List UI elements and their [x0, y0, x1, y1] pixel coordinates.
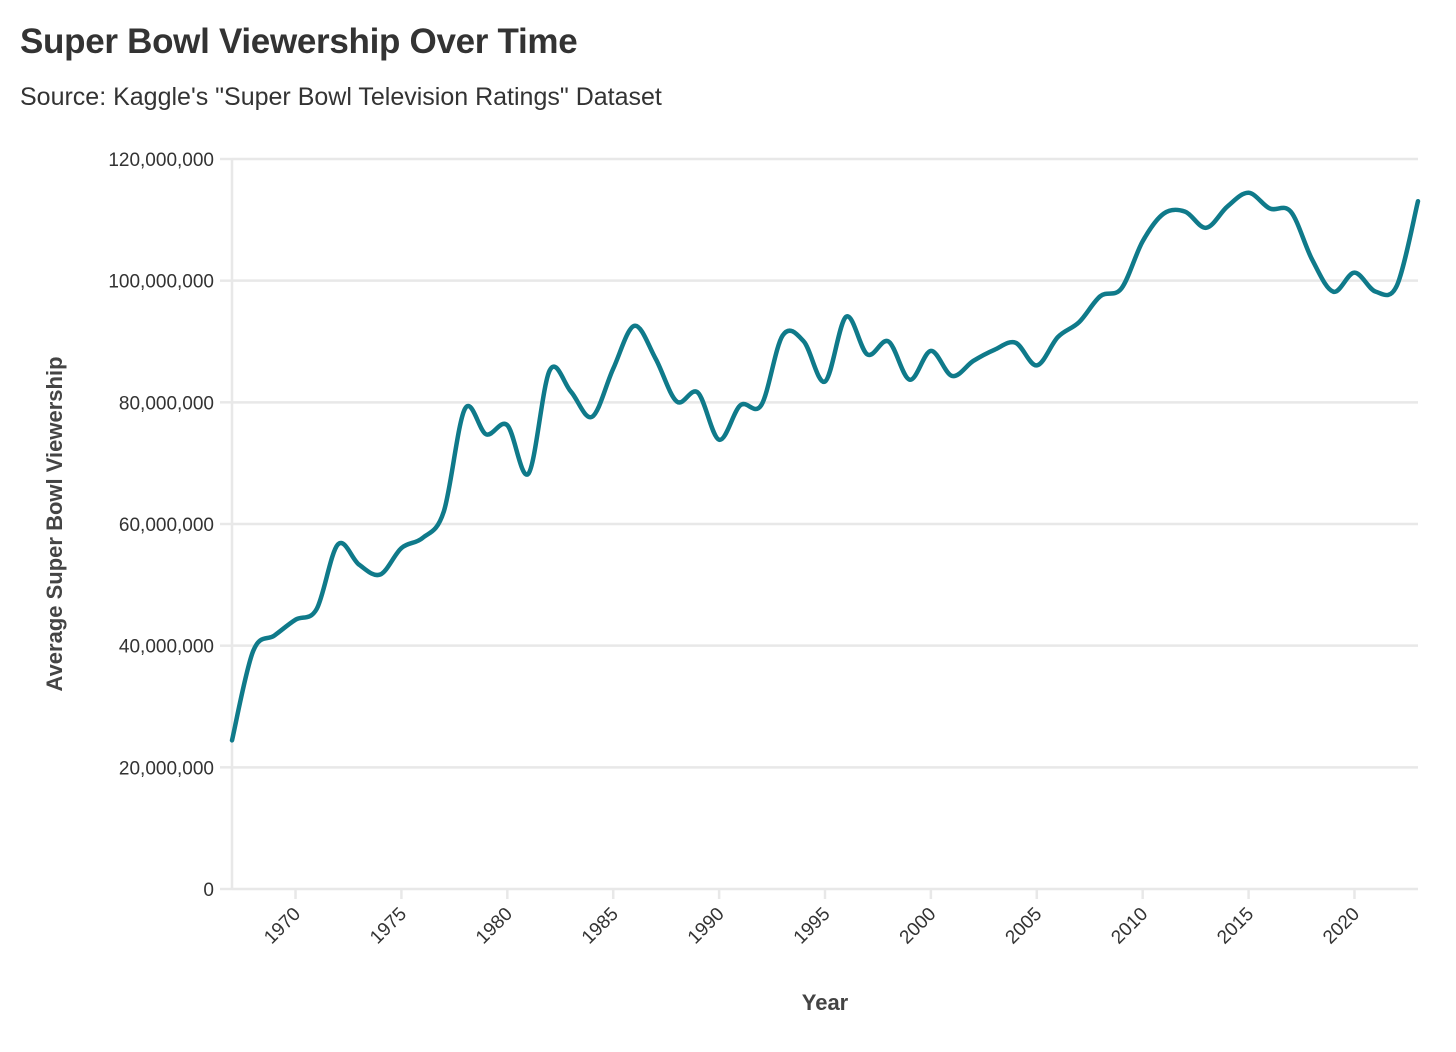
y-tick-label: 0	[203, 880, 214, 901]
y-tick-label: 80,000,000	[119, 393, 214, 414]
y-axis-ticks: 0 20,000,000 40,000,000 60,000,000 80,000,00…	[108, 150, 232, 901]
series	[229, 190, 1421, 743]
y-tick-label: 60,000,000	[119, 515, 214, 536]
x-tick-label: 1970	[260, 904, 305, 949]
chart-subtitle: Source: Kaggle's "Super Bowl Television …	[20, 83, 662, 111]
x-tick-label: 2020	[1319, 904, 1364, 949]
x-tick-label: 2005	[1002, 904, 1047, 949]
y-tick-label: 100,000,000	[108, 272, 214, 293]
y-tick-label: 40,000,000	[119, 637, 214, 658]
x-tick-label: 2010	[1107, 904, 1152, 949]
y-tick-label: 120,000,000	[108, 150, 214, 171]
x-tick-label: 1995	[790, 904, 835, 949]
x-axis-title: Year	[802, 990, 849, 1015]
x-tick-label: 1980	[472, 904, 517, 949]
x-tick-label: 1985	[578, 904, 623, 949]
x-tick-label: 2000	[896, 904, 941, 949]
x-axis-ticks: 1970 1975 1980 1985 1990 1995 2000 2005 2010 2015…	[260, 889, 1364, 948]
x-tick-label: 1990	[684, 904, 729, 949]
y-tick-label: 20,000,000	[119, 758, 214, 779]
gridlines	[232, 157, 1418, 769]
viewership-line	[229, 190, 1421, 743]
x-tick-label: 2015	[1213, 904, 1258, 949]
y-axis-title: Average Super Bowl Viewership	[42, 356, 67, 691]
chart-title: Super Bowl Viewership Over Time	[20, 22, 578, 61]
x-tick-label: 1975	[366, 904, 411, 949]
